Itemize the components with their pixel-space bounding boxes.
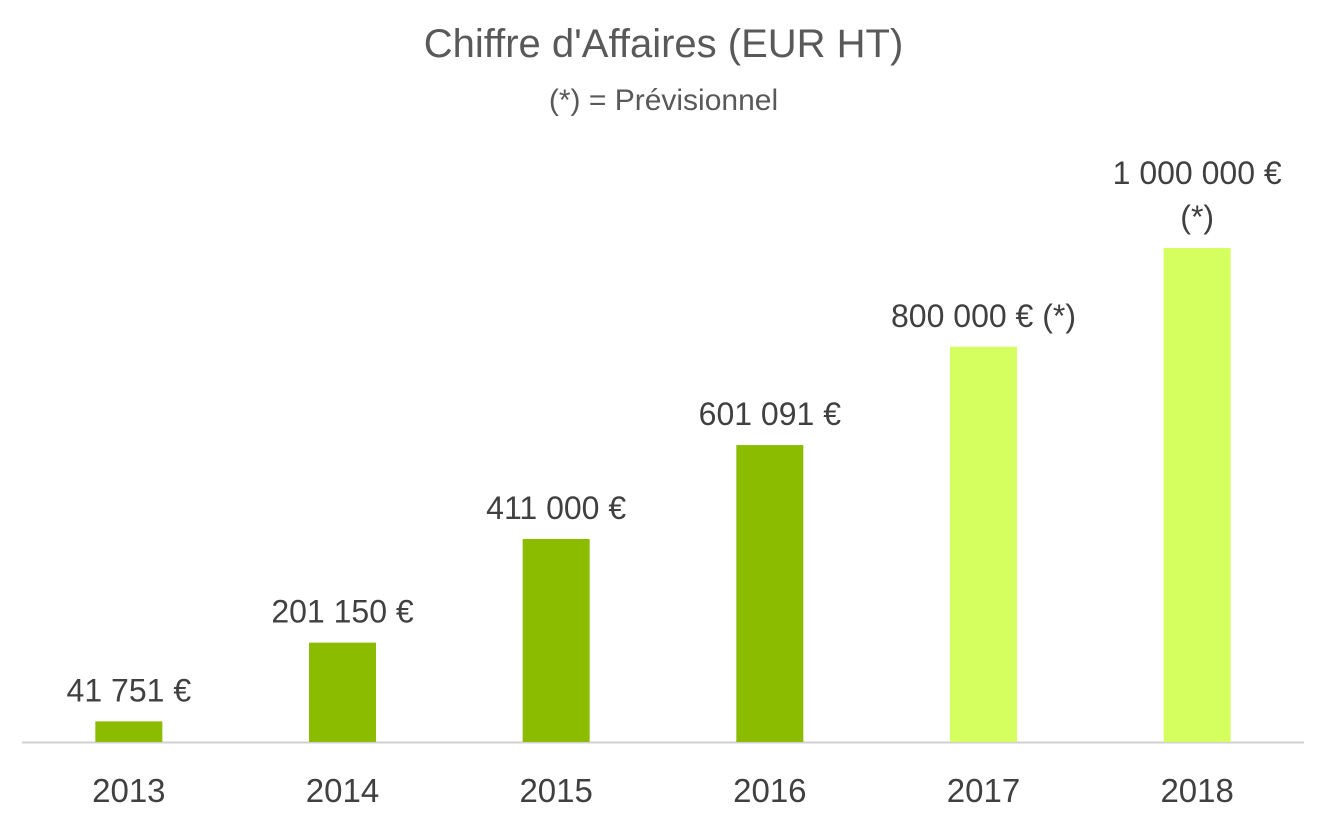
x-tick-label-2013: 2013: [92, 772, 165, 809]
x-tick-label-2015: 2015: [519, 772, 592, 809]
x-tick-label-2014: 2014: [306, 772, 379, 809]
data-label-2013: 41 751 €: [67, 672, 192, 708]
data-label-2018-line-1: 1 000 000 €: [1113, 155, 1282, 191]
bar-2013: [95, 721, 163, 742]
data-label-2014: 201 150 €: [271, 594, 414, 630]
bar-2018: [1163, 248, 1231, 742]
x-tick-label-2017: 2017: [947, 772, 1020, 809]
bar-2015: [522, 538, 590, 742]
chart-title: Chiffre d'Affaires (EUR HT): [423, 22, 904, 66]
data-label-2017: 800 000 € (*): [891, 298, 1076, 334]
x-tick-label-2016: 2016: [733, 772, 806, 809]
bar-2016: [736, 445, 804, 742]
chart-subtitle: (*) = Prévisionnel: [548, 84, 779, 117]
bar-2014: [309, 642, 376, 742]
data-label-2018-line-2: (*): [1180, 199, 1214, 235]
data-label-2015: 411 000 €: [486, 490, 626, 526]
bar-2017: [950, 346, 1017, 742]
x-tick-label-2018: 2018: [1160, 772, 1233, 809]
data-label-2016: 601 091 €: [699, 396, 842, 432]
